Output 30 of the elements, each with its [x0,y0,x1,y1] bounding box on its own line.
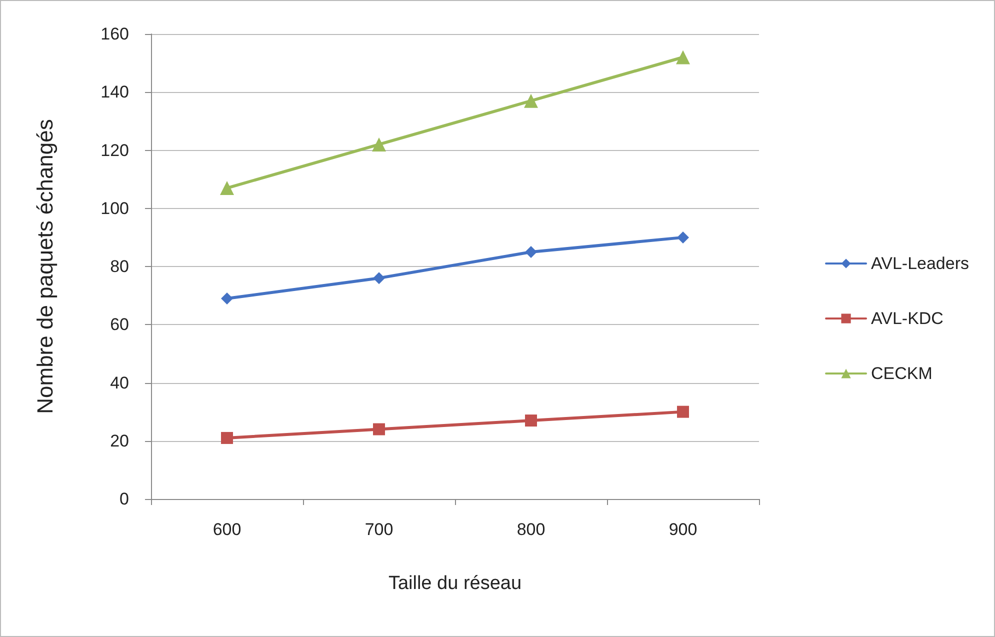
y-tick-label: 140 [100,82,129,102]
legend-label: AVL-KDC [871,309,944,328]
y-tick-label: 80 [110,257,129,276]
y-tick-label: 120 [100,140,129,160]
y-tick-label: 160 [100,24,129,44]
y-tick-label: 60 [110,315,129,334]
point [524,94,538,108]
y-tick-label: 20 [110,431,129,450]
point [221,292,233,304]
point [525,246,537,258]
y-tick-label: 0 [120,490,129,508]
point [677,231,689,244]
point [372,137,386,152]
point [525,414,537,427]
point [221,432,233,444]
x-axis-title: Taille du réseau [388,573,522,594]
y-tick-label: 100 [100,198,129,218]
x-tick-label: 700 [364,520,394,539]
x-tick-label: 900 [668,520,698,539]
legend-label: CECKM [871,364,932,383]
x-tick-label: 800 [516,520,546,539]
point [677,406,689,418]
point [373,272,385,284]
legend-label: AVL-Leaders [871,254,970,273]
point [220,181,234,196]
point [676,50,690,64]
y-axis-title: Nombre de paquets échangés [32,119,58,414]
point [373,423,385,436]
y-tick-label: 40 [110,373,129,392]
x-tick-label: 600 [212,520,242,539]
